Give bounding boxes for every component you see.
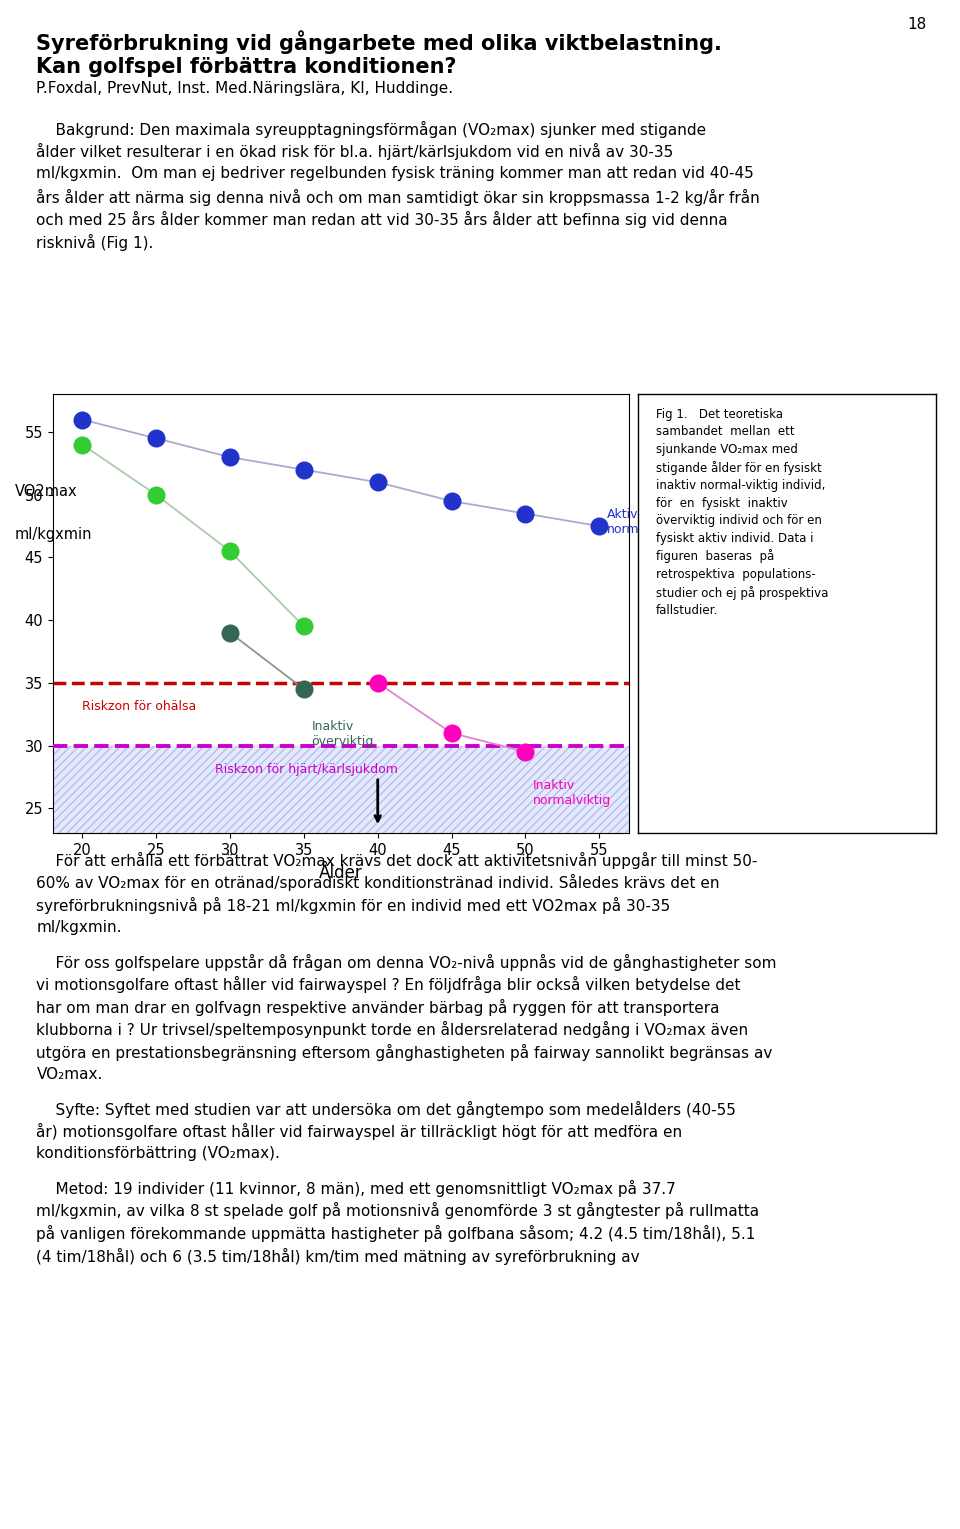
- Text: risknivå (Fig 1).: risknivå (Fig 1).: [36, 234, 154, 251]
- Text: ml/kgxmin.  Om man ej bedriver regelbunden fysisk träning kommer man att redan v: ml/kgxmin. Om man ej bedriver regelbunde…: [36, 167, 755, 180]
- Text: För oss golfspelare uppstår då frågan om denna VO₂-nivå uppnås vid de gånghastig: För oss golfspelare uppstår då frågan om…: [36, 954, 777, 971]
- Text: har om man drar en golfvagn respektive använder bärbag på ryggen för att transpo: har om man drar en golfvagn respektive a…: [36, 998, 720, 1015]
- Text: VO2max: VO2max: [14, 485, 77, 498]
- Text: Riskzon för ohälsa: Riskzon för ohälsa: [83, 700, 197, 714]
- Text: Fig 1.   Det teoretiska
sambandet  mellan  ett
sjunkande VO₂max med
stigande åld: Fig 1. Det teoretiska sambandet mellan e…: [657, 408, 828, 618]
- Text: konditionsförbättring (VO₂max).: konditionsförbättring (VO₂max).: [36, 1145, 280, 1161]
- Text: P.Foxdal, PrevNut, Inst. Med.Näringslära, KI, Huddinge.: P.Foxdal, PrevNut, Inst. Med.Näringslära…: [36, 81, 454, 96]
- Text: (4 tim/18hål) och 6 (3.5 tim/18hål) km/tim med mätning av syreförbrukning av: (4 tim/18hål) och 6 (3.5 tim/18hål) km/t…: [36, 1248, 640, 1264]
- Text: Kan golfspel förbättra konditionen?: Kan golfspel förbättra konditionen?: [36, 57, 457, 76]
- Text: ml/kgxmin: ml/kgxmin: [14, 526, 92, 541]
- Text: Inaktiv
normalviktig: Inaktiv normalviktig: [533, 780, 612, 807]
- Text: ml/kgxmin, av vilka 8 st spelade golf på motionsnivå genomförde 3 st gångtester : ml/kgxmin, av vilka 8 st spelade golf på…: [36, 1202, 759, 1220]
- Text: och med 25 års ålder kommer man redan att vid 30-35 års ålder att befinna sig vi: och med 25 års ålder kommer man redan at…: [36, 211, 728, 228]
- Text: utgöra en prestationsbegränsning eftersom gånghastigheten på fairway sannolikt b: utgöra en prestationsbegränsning efterso…: [36, 1044, 773, 1061]
- Text: Riskzon för hjärt/kärlsjukdom: Riskzon för hjärt/kärlsjukdom: [215, 763, 398, 777]
- Text: Bakgrund: Den maximala syreupptagningsförmågan (VO₂max) sjunker med stigande: Bakgrund: Den maximala syreupptagningsfö…: [36, 121, 707, 138]
- Text: Metod: 19 individer (11 kvinnor, 8 män), med ett genomsnittligt VO₂max på 37.7: Metod: 19 individer (11 kvinnor, 8 män),…: [36, 1180, 676, 1197]
- Text: Syreförbrukning vid gångarbete med olika viktbelastning.: Syreförbrukning vid gångarbete med olika…: [36, 31, 722, 55]
- X-axis label: Ålder: Ålder: [319, 864, 363, 882]
- Text: ml/kgxmin.: ml/kgxmin.: [36, 919, 122, 934]
- Text: års ålder att närma sig denna nivå och om man samtidigt ökar sin kroppsmassa 1-2: års ålder att närma sig denna nivå och o…: [36, 188, 760, 206]
- Text: år) motionsgolfare oftast håller vid fairwayspel är tillräckligt högt för att me: år) motionsgolfare oftast håller vid fai…: [36, 1124, 683, 1141]
- Polygon shape: [53, 746, 629, 833]
- Text: på vanligen förekommande uppmätta hastigheter på golfbana såsom; 4.2 (4.5 tim/18: på vanligen förekommande uppmätta hastig…: [36, 1225, 756, 1242]
- Text: VO₂max.: VO₂max.: [36, 1067, 103, 1081]
- Text: klubborna i ? Ur trivsel/speltemposynpunkt torde en åldersrelaterad nedgång i VO: klubborna i ? Ur trivsel/speltemposynpun…: [36, 1021, 749, 1038]
- Text: För att erhålla ett förbättrat VO₂max krävs det dock att aktivitetsnivån uppgår : För att erhålla ett förbättrat VO₂max kr…: [36, 852, 757, 868]
- Text: Aktiv
normalviktig: Aktiv normalviktig: [607, 508, 684, 537]
- Text: Inaktiv
överviktig: Inaktiv överviktig: [311, 720, 373, 749]
- Text: vi motionsgolfare oftast håller vid fairwayspel ? En följdfråga blir också vilke: vi motionsgolfare oftast håller vid fair…: [36, 976, 741, 994]
- Text: ålder vilket resulterar i en ökad risk för bl.a. hjärt/kärlsjukdom vid en nivå a: ålder vilket resulterar i en ökad risk f…: [36, 144, 674, 161]
- Text: syreförbrukningsnivå på 18-21 ml/kgxmin för en individ med ett VO2max på 30-35: syreförbrukningsnivå på 18-21 ml/kgxmin …: [36, 898, 671, 914]
- Text: 60% av VO₂max för en otränad/sporadiskt konditionstränad individ. Således krävs : 60% av VO₂max för en otränad/sporadiskt …: [36, 875, 720, 891]
- Text: 18: 18: [907, 17, 926, 32]
- Text: Syfte: Syftet med studien var att undersöka om det gångtempo som medelålders (40: Syfte: Syftet med studien var att unders…: [36, 1101, 736, 1118]
